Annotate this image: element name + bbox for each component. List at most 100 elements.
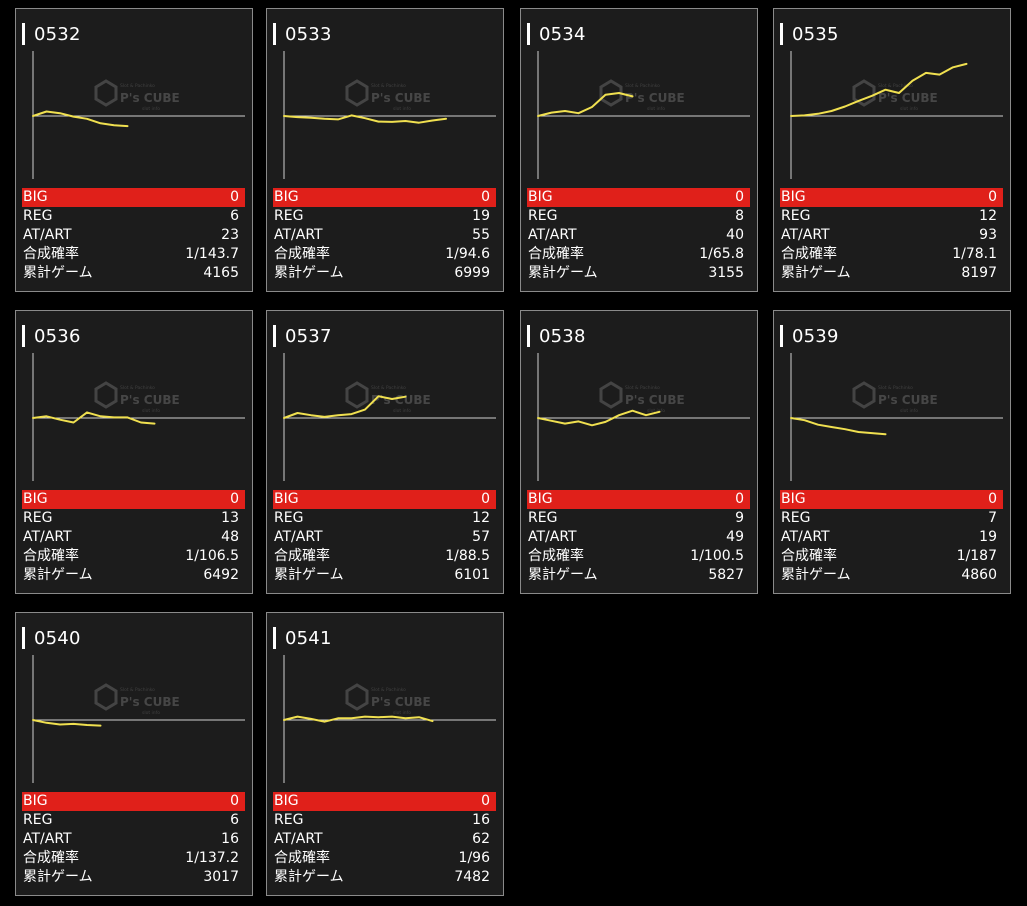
machine-number: 0540: [34, 627, 81, 649]
big-label: BIG: [23, 491, 48, 507]
big-row: BIG 0: [780, 490, 1003, 509]
svg-text:Slot & Pachinko: Slot & Pachinko: [878, 83, 913, 89]
svg-text:P's CUBE: P's CUBE: [120, 393, 180, 407]
machine-card-0540[interactable]: Slot & Pachinko P's CUBE slot info 0540 BI…: [15, 612, 253, 896]
machine-card-0536[interactable]: Slot & Pachinko P's CUBE slot info 0536 BI…: [15, 310, 253, 594]
machine-card-0534[interactable]: Slot & Pachinko P's CUBE slot info 0534 BI…: [520, 8, 758, 292]
atart-label: AT/ART: [781, 529, 830, 545]
prob-row: 合成確率 1/96: [273, 849, 496, 868]
svg-text:P's CUBE: P's CUBE: [371, 695, 431, 709]
machine-number: 0537: [285, 325, 332, 347]
stats-table: BIG 0 REG 6 AT/ART 16 合成確率 1/137.2 累計ゲーム…: [22, 792, 245, 887]
games-row: 累計ゲーム 4165: [22, 264, 245, 283]
machine-card-0535[interactable]: Slot & Pachinko P's CUBE slot info 0535 BI…: [773, 8, 1011, 292]
reg-row: REG 9: [527, 509, 750, 528]
svg-text:Slot & Pachinko: Slot & Pachinko: [371, 385, 406, 391]
stats-table: BIG 0 REG 12 AT/ART 93 合成確率 1/78.1 累計ゲーム…: [780, 188, 1003, 283]
games-row: 累計ゲーム 6999: [273, 264, 496, 283]
trend-line: [283, 395, 407, 419]
prob-label: 合成確率: [528, 246, 584, 262]
big-value: 0: [230, 491, 239, 507]
svg-text:Slot & Pachinko: Slot & Pachinko: [625, 385, 660, 391]
games-label: 累計ゲーム: [23, 265, 93, 281]
atart-value: 23: [221, 227, 239, 243]
reg-row: REG 6: [22, 207, 245, 226]
big-value: 0: [735, 189, 744, 205]
prob-row: 合成確率 1/100.5: [527, 547, 750, 566]
stats-table: BIG 0 REG 12 AT/ART 57 合成確率 1/88.5 累計ゲーム…: [273, 490, 496, 585]
games-row: 累計ゲーム 6492: [22, 566, 245, 585]
svg-text:slot info: slot info: [393, 408, 411, 414]
big-label: BIG: [781, 491, 806, 507]
prob-label: 合成確率: [528, 548, 584, 564]
svg-text:P's CUBE: P's CUBE: [371, 91, 431, 105]
machine-card-0537[interactable]: Slot & Pachinko P's CUBE slot info 0537 BI…: [266, 310, 504, 594]
big-label: BIG: [274, 491, 299, 507]
reg-value: 6: [230, 208, 239, 224]
big-value: 0: [481, 491, 490, 507]
big-row: BIG 0: [780, 188, 1003, 207]
machine-number: 0533: [285, 23, 332, 45]
prob-label: 合成確率: [23, 246, 79, 262]
machine-card-0538[interactable]: Slot & Pachinko P's CUBE slot info 0538 BI…: [520, 310, 758, 594]
card-title: 0538: [527, 323, 586, 349]
svg-text:Slot & Pachinko: Slot & Pachinko: [371, 83, 406, 89]
games-value: 3155: [708, 265, 744, 281]
atart-row: AT/ART 40: [527, 226, 750, 245]
atart-row: AT/ART 48: [22, 528, 245, 547]
trend-line: [32, 411, 156, 425]
machine-number: 0539: [792, 325, 839, 347]
machine-card-0539[interactable]: Slot & Pachinko P's CUBE slot info 0539 BI…: [773, 310, 1011, 594]
machine-card-0532[interactable]: Slot & Pachinko P's CUBE slot info 0532 BI…: [15, 8, 253, 292]
card-title: 0535: [780, 21, 839, 47]
games-label: 累計ゲーム: [781, 567, 851, 583]
prob-value: 1/94.6: [445, 246, 490, 262]
reg-label: REG: [528, 208, 558, 224]
big-row: BIG 0: [22, 490, 245, 509]
svg-text:slot info: slot info: [393, 106, 411, 112]
svg-text:P's CUBE: P's CUBE: [120, 695, 180, 709]
prob-value: 1/65.8: [699, 246, 744, 262]
svg-text:slot info: slot info: [647, 408, 665, 414]
prob-value: 1/143.7: [185, 246, 239, 262]
prob-label: 合成確率: [781, 548, 837, 564]
svg-text:P's CUBE: P's CUBE: [371, 393, 431, 407]
atart-value: 57: [472, 529, 490, 545]
atart-label: AT/ART: [23, 831, 72, 847]
reg-row: REG 8: [527, 207, 750, 226]
prob-value: 1/137.2: [185, 850, 239, 866]
atart-value: 49: [726, 529, 744, 545]
prob-value: 1/78.1: [952, 246, 997, 262]
machine-card-0541[interactable]: Slot & Pachinko P's CUBE slot info 0541 BI…: [266, 612, 504, 896]
reg-value: 9: [735, 510, 744, 526]
atart-label: AT/ART: [23, 227, 72, 243]
trend-line: [283, 715, 434, 723]
prob-value: 1/96: [458, 850, 490, 866]
svg-text:slot info: slot info: [393, 710, 411, 716]
games-label: 累計ゲーム: [274, 265, 344, 281]
svg-text:Slot & Pachinko: Slot & Pachinko: [371, 687, 406, 693]
svg-text:slot info: slot info: [900, 408, 918, 414]
atart-row: AT/ART 57: [273, 528, 496, 547]
reg-label: REG: [23, 510, 53, 526]
big-row: BIG 0: [22, 188, 245, 207]
prob-value: 1/88.5: [445, 548, 490, 564]
atart-row: AT/ART 23: [22, 226, 245, 245]
machine-card-0533[interactable]: Slot & Pachinko P's CUBE slot info 0533 BI…: [266, 8, 504, 292]
title-accent-bar: [22, 23, 25, 45]
big-value: 0: [481, 793, 490, 809]
title-accent-bar: [780, 325, 783, 347]
atart-row: AT/ART 19: [780, 528, 1003, 547]
svg-text:P's CUBE: P's CUBE: [878, 91, 938, 105]
atart-value: 93: [979, 227, 997, 243]
